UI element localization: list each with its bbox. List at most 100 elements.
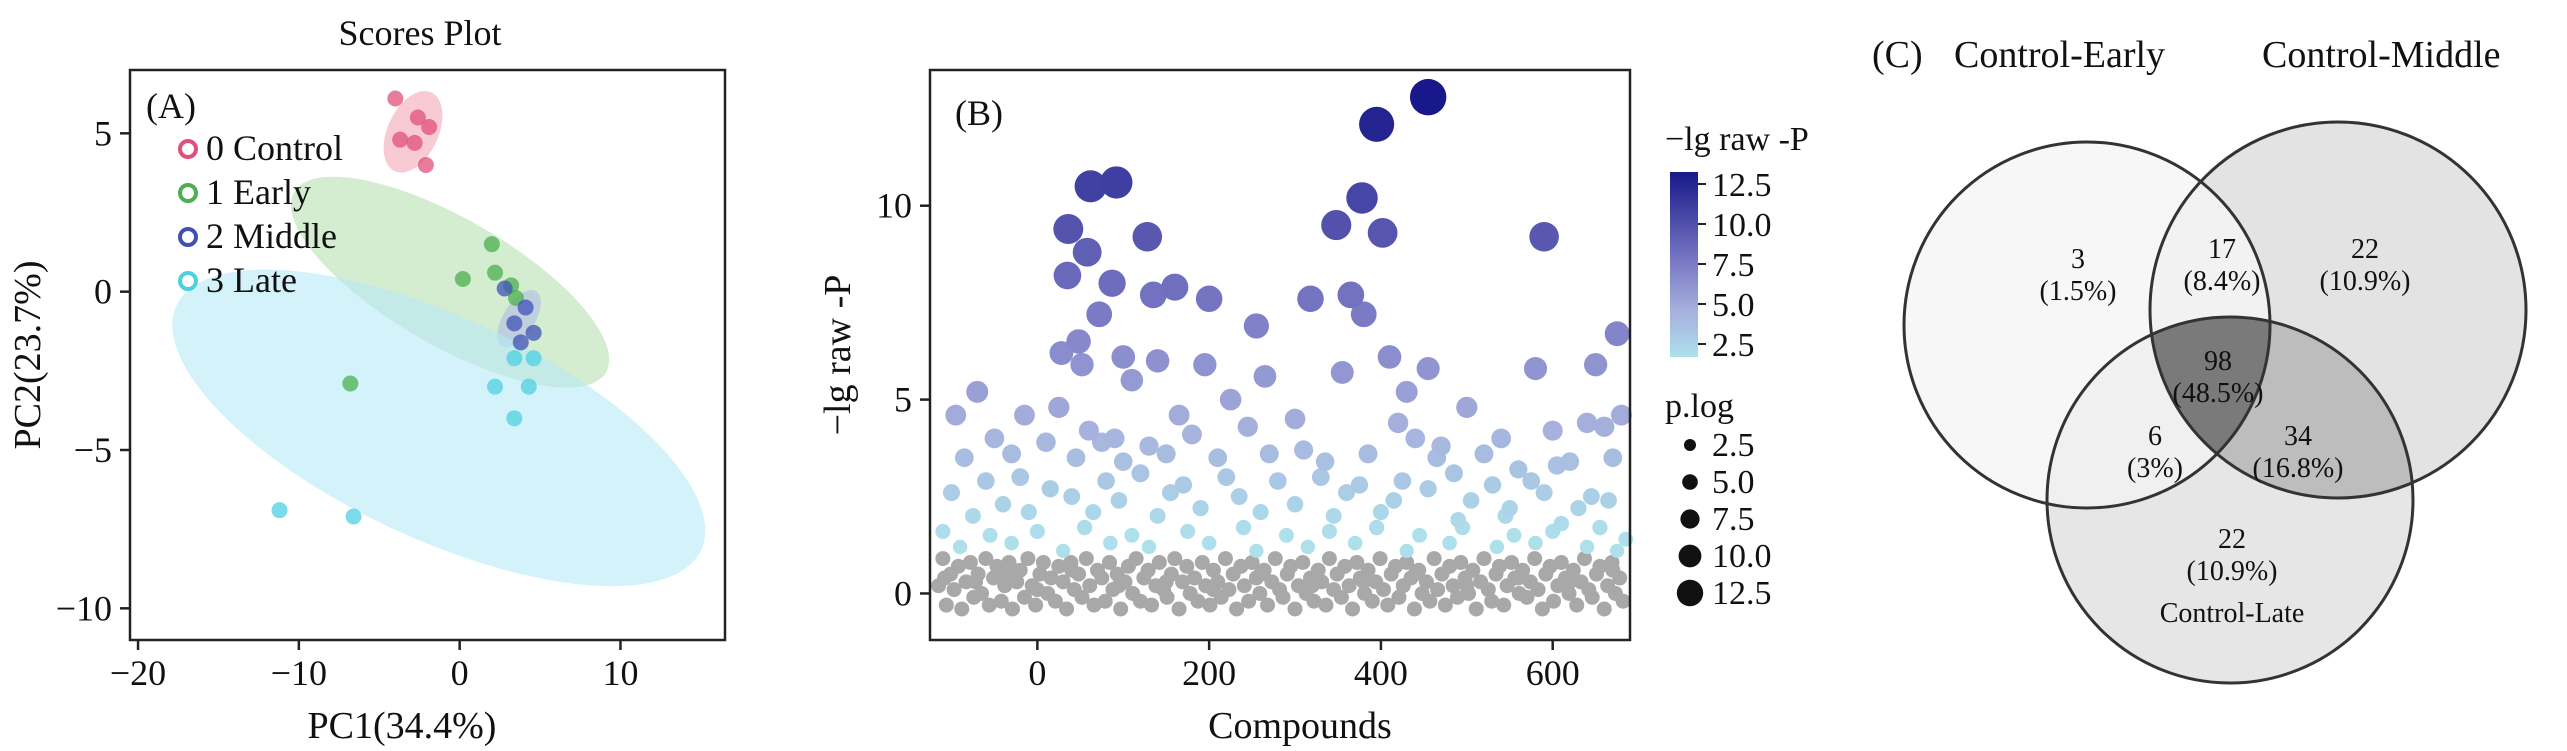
sig-point-87 [1294,440,1314,460]
sig-point-53 [942,484,960,502]
sig-point-57 [1041,480,1059,498]
size-legend-title: p.log [1665,388,1734,425]
ns-point-29 [1043,570,1059,586]
ns-point-55 [1144,597,1160,613]
sig-point-0 [1056,543,1071,558]
legend-marker-3 [178,271,198,291]
sig-point-72 [1509,460,1528,479]
sig-point-16 [982,527,998,543]
ns-point-156 [1534,601,1550,617]
ns-point-98 [1310,562,1326,578]
sig-point-129 [1086,301,1113,328]
sig-point-104 [945,404,967,426]
panel-b-label: (B) [955,93,1003,133]
ns-point-11 [974,585,990,601]
sig-point-92 [1491,428,1512,449]
x-tick-label: 0 [451,653,469,693]
sig-point-19 [1412,527,1428,543]
ns-point-92 [1287,601,1303,617]
ns-point-5 [950,558,966,574]
ns-point-8 [962,554,978,570]
ns-point-31 [1051,558,1067,574]
ns-point-61 [1167,551,1183,567]
ns-point-100 [1318,597,1334,613]
sig-point-113 [1120,368,1144,392]
sig-point-111 [1395,380,1418,403]
y-tick-label: 5 [94,113,112,153]
sig-point-125 [1066,329,1091,354]
ns-point-159 [1546,593,1562,609]
sig-point-123 [1377,345,1402,369]
sig-point-121 [1145,349,1170,373]
ns-point-172 [1596,601,1612,617]
sig-point-69 [1311,468,1330,487]
sig-point-32 [1450,511,1467,528]
sig-point-91 [1036,432,1056,452]
ns-point-155 [1530,582,1546,598]
sig-point-114 [1253,364,1277,388]
ns-point-37 [1074,589,1090,605]
panel-a-axes: −20 −10 0 10 5 0 −5 −10 [56,113,639,693]
sig-point-66 [1522,472,1541,490]
panel-b-ylabel: −lg raw -P [817,275,859,436]
color-legend-tick-label: 5.0 [1712,287,1755,324]
sig-point-63 [1097,472,1115,490]
sig-point-41 [1501,500,1518,517]
y-tick-label: 0 [894,573,912,613]
panel-a-title: Scores Plot [338,13,501,53]
sig-point-65 [1393,472,1412,490]
score-point-s0-2 [421,119,438,135]
venn-count-5: 34 [2284,421,2312,452]
sig-point-130 [1297,285,1324,313]
venn-set-middle-label: Control-Middle [2262,34,2501,76]
sig-point-99 [1594,416,1615,437]
ns-point-79 [1236,578,1252,594]
sig-point-11 [1201,535,1217,551]
sig-point-89 [1431,436,1451,456]
size-legend-items: 2.55.07.510.012.5 [1676,427,1772,612]
sig-point-77 [1066,448,1086,468]
ns-point-85 [1260,597,1276,613]
sig-point-34 [1149,507,1166,524]
ns-point-32 [1055,574,1071,590]
ns-point-107 [1345,601,1361,617]
ns-point-152 [1519,589,1535,605]
ns-point-4 [946,582,962,598]
score-point-s1-0 [483,236,500,253]
ns-point-15 [989,558,1005,574]
sig-point-4 [952,539,968,555]
sig-point-110 [1219,388,1242,411]
venn-percent-5: (16.8%) [2253,453,2344,484]
x-tick-label: −10 [271,653,327,693]
ns-point-75 [1221,582,1237,598]
ns-point-189 [1407,566,1423,582]
ns-point-188 [1356,574,1372,590]
confidence-ellipse-3 [172,269,706,587]
ns-point-81 [1244,554,1260,570]
sig-point-39 [1252,503,1269,521]
sig-point-118 [1193,353,1217,377]
ns-point-135 [1453,554,1469,570]
sig-point-83 [1002,444,1022,464]
sig-point-112 [966,380,989,403]
ns-point-83 [1252,585,1268,601]
sig-point-49 [1600,492,1617,509]
sig-point-45 [1286,496,1304,513]
sig-point-18 [1278,527,1294,543]
ns-point-38 [1078,551,1094,567]
ns-point-23 [1020,551,1036,567]
ns-point-33 [1059,601,1075,617]
sig-point-59 [1174,476,1193,494]
legend-label-2: 2 Middle [206,216,337,256]
sig-point-143 [1346,182,1378,214]
sig-point-50 [1582,488,1600,505]
ns-point-108 [1349,554,1365,570]
size-legend-marker-2 [1680,509,1700,529]
sig-point-71 [1444,464,1463,483]
sig-point-51 [1063,488,1081,505]
sig-point-56 [1535,484,1553,502]
legend-label-1: 1 Early [206,172,311,212]
ns-point-142 [1480,582,1496,598]
ns-point-114 [1372,551,1388,567]
legend-label-3: 3 Late [206,260,297,300]
